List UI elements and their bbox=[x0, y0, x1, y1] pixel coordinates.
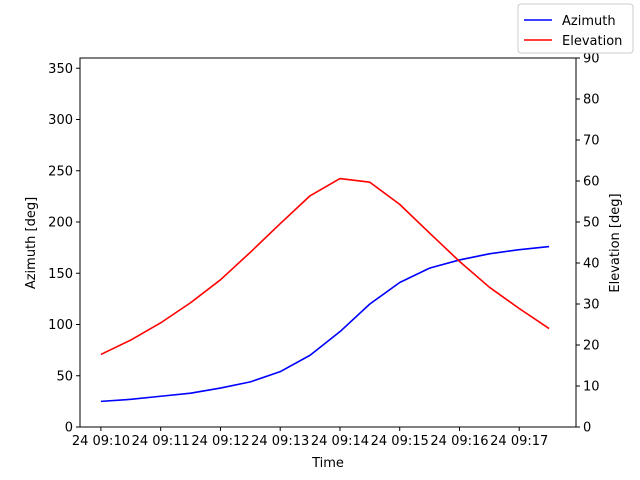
plot-border bbox=[79, 57, 577, 428]
y-right-tick-label: 40 bbox=[583, 257, 600, 272]
x-tick-label: 24 09:10 bbox=[72, 434, 130, 449]
series-line-azimuth bbox=[100, 245, 550, 403]
y-right-tick-label: 50 bbox=[583, 216, 600, 231]
y-axis-right: 0 10 20 30 40 50 60 70 80 90 bbox=[576, 52, 600, 436]
y-axis-left: 0 50 100 150 200 250 300 350 bbox=[48, 62, 80, 436]
y-right-tick-label: 20 bbox=[583, 339, 600, 354]
y-right-tick-label: 90 bbox=[583, 52, 600, 67]
y-right-tick-label: 10 bbox=[583, 380, 600, 395]
x-axis: 24 09:10 24 09:11 24 09:12 24 09:13 24 09:14… bbox=[72, 427, 548, 449]
x-tick-label: 24 09:17 bbox=[490, 434, 548, 449]
y-right-tick-label: 30 bbox=[583, 298, 600, 313]
y-left-tick-label: 100 bbox=[48, 318, 73, 333]
y-left-tick-label: 250 bbox=[48, 164, 73, 179]
x-tick-label: 24 09:13 bbox=[251, 434, 309, 449]
y-axis-right-title: Elevation [deg] bbox=[608, 193, 623, 292]
x-tick-label: 24 09:16 bbox=[430, 434, 488, 449]
y-left-tick-label: 50 bbox=[56, 369, 73, 384]
y-left-tick-label: 350 bbox=[48, 62, 73, 77]
x-tick-label: 24 09:14 bbox=[311, 434, 369, 449]
y-right-tick-label: 0 bbox=[583, 421, 591, 436]
legend-label-elevation: Elevation bbox=[562, 34, 622, 49]
y-right-tick-label: 60 bbox=[583, 175, 600, 190]
plot-frame bbox=[79, 57, 577, 428]
y-left-tick-label: 150 bbox=[48, 267, 73, 282]
legend-label-azimuth: Azimuth bbox=[562, 14, 616, 29]
y-left-tick-label: 300 bbox=[48, 113, 73, 128]
x-tick-label: 24 09:11 bbox=[132, 434, 190, 449]
x-axis-title: Time bbox=[311, 456, 344, 471]
y-left-tick-label: 0 bbox=[65, 421, 73, 436]
series-line-elevation bbox=[100, 177, 550, 356]
y-right-tick-label: 70 bbox=[583, 134, 600, 149]
x-tick-label: 24 09:15 bbox=[371, 434, 429, 449]
y-right-tick-label: 80 bbox=[583, 93, 600, 108]
legend: Azimuth Elevation bbox=[517, 3, 634, 54]
y-axis-left-title: Azimuth [deg] bbox=[24, 197, 39, 289]
x-tick-label: 24 09:12 bbox=[191, 434, 249, 449]
series-layer bbox=[100, 177, 550, 403]
y-left-tick-label: 200 bbox=[48, 216, 73, 231]
